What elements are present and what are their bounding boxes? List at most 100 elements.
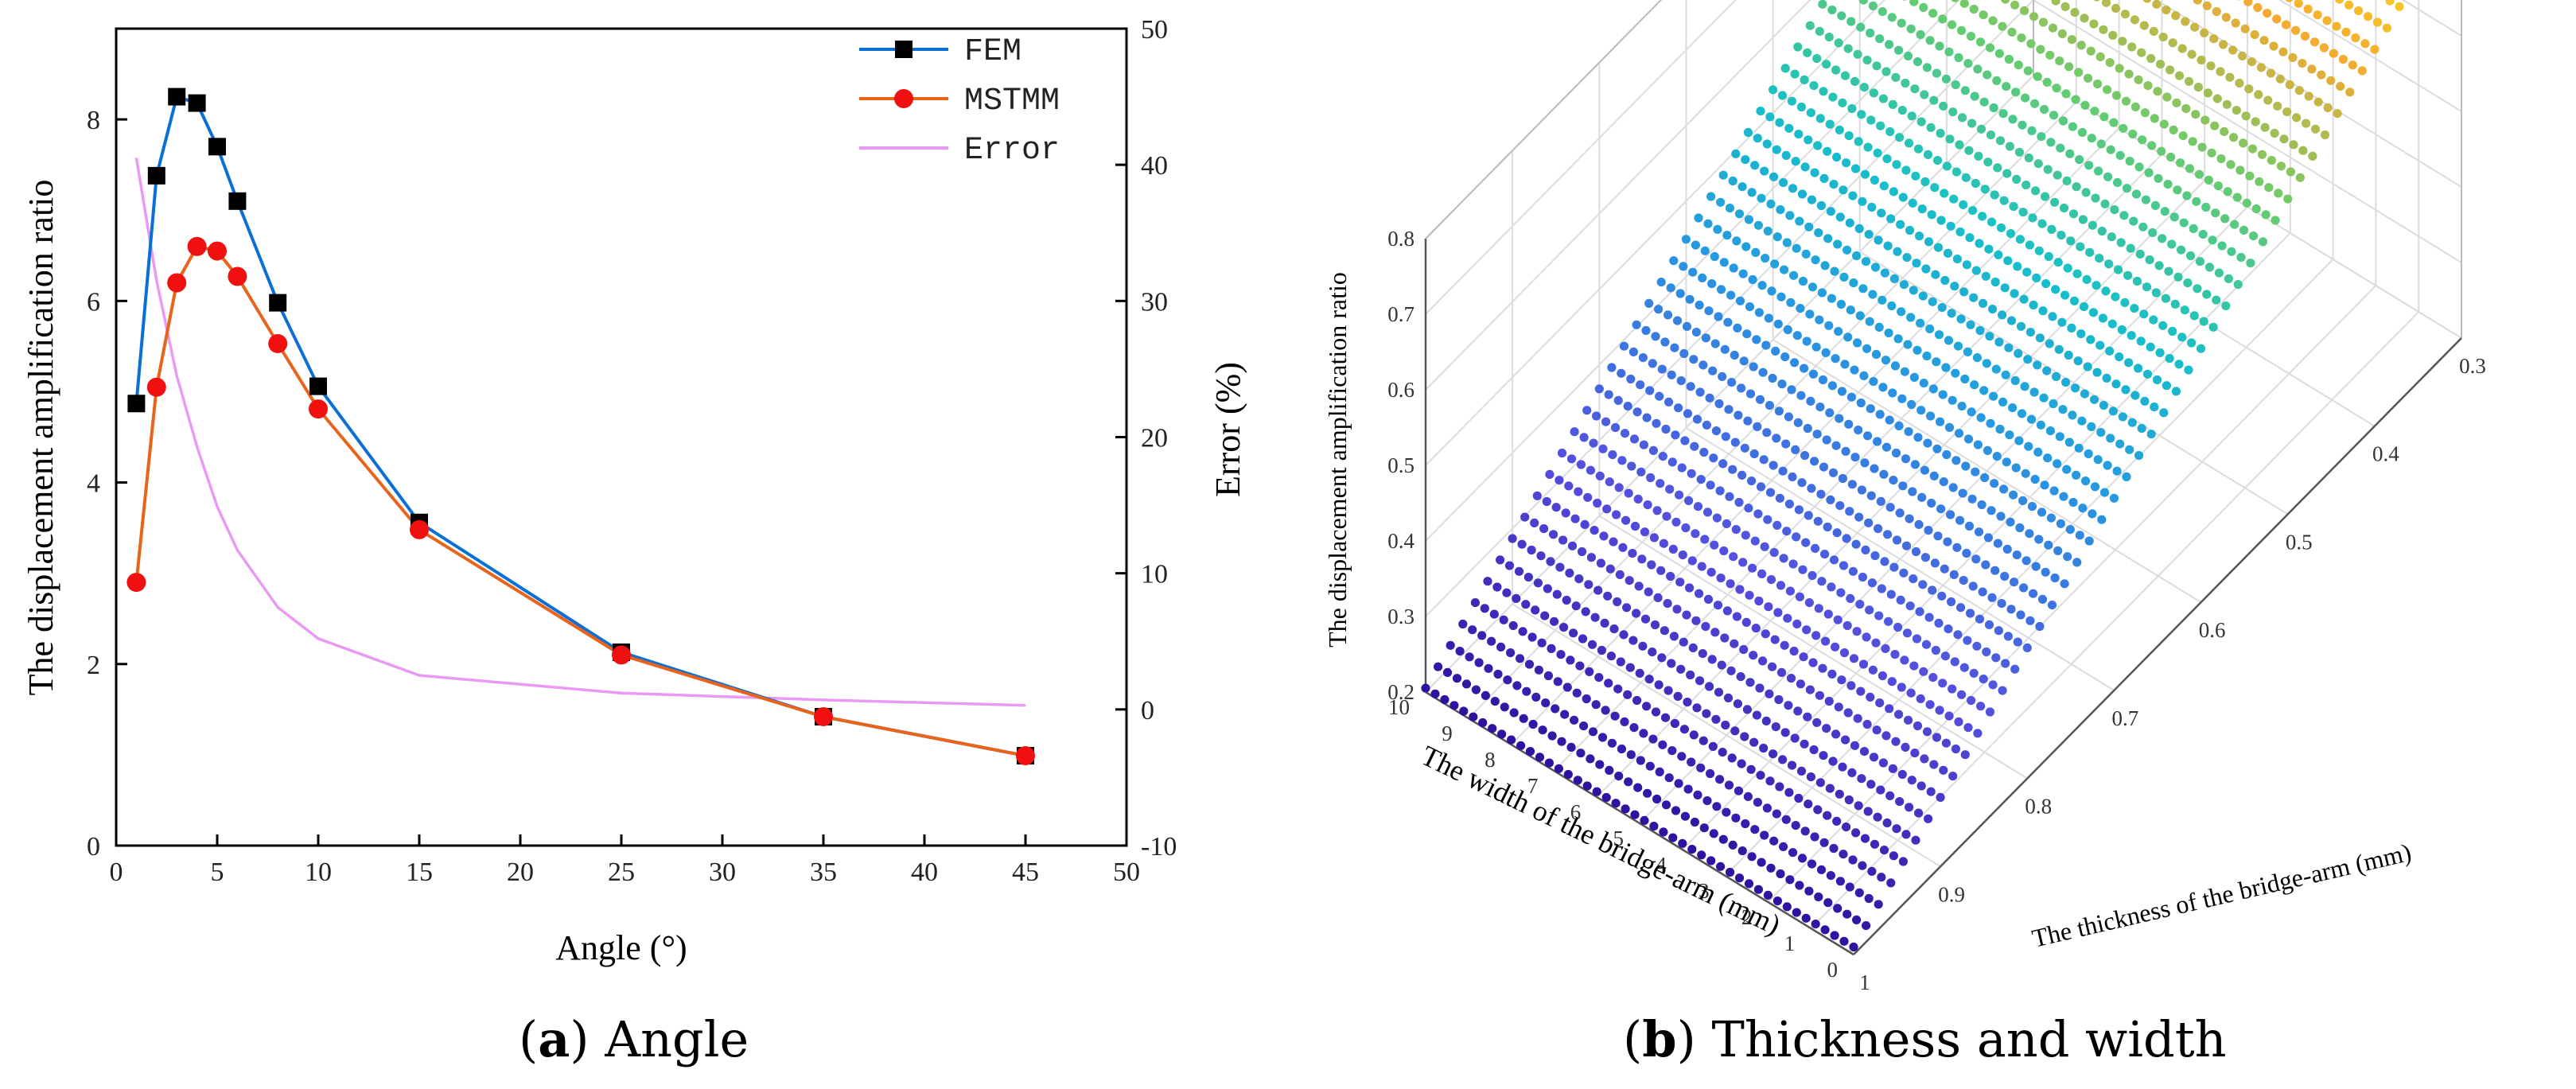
surface-point (1664, 773, 1674, 783)
surface-point (1823, 609, 1833, 619)
side-wall-grid-line (2278, 0, 2462, 112)
surface-point (1782, 902, 1792, 912)
surface-point (1562, 683, 1572, 692)
surface-point (1881, 442, 1892, 452)
surface-point (2060, 2, 2070, 12)
surface-point (2079, 301, 2089, 312)
surface-point (1820, 261, 1830, 270)
mstmm-point (126, 573, 146, 593)
surface-point (1986, 130, 1996, 140)
surface-point (2291, 25, 2301, 35)
surface-point (1716, 574, 1726, 583)
mstmm-point (208, 241, 227, 261)
surface-point (1853, 714, 1862, 723)
surface-point (1825, 119, 1835, 129)
surface-point (2032, 273, 2041, 282)
surface-point (1990, 566, 2000, 575)
surface-point (1562, 595, 1571, 605)
surface-point (2025, 328, 2035, 337)
surface-point (1904, 715, 1913, 725)
surface-point (1944, 47, 1954, 56)
surface-point (1859, 83, 1869, 92)
surface-point (1955, 515, 1965, 525)
surface-point (1919, 2, 1928, 13)
surface-point (1876, 121, 1885, 130)
surface-point (1817, 577, 1827, 586)
surface-point (2292, 113, 2302, 123)
surface-point (2245, 171, 2255, 181)
surface-point (2134, 162, 2144, 172)
surface-point (1853, 49, 1862, 59)
surface-point (2047, 224, 2057, 234)
surface-point (2174, 71, 2185, 80)
surface-point (1940, 651, 1950, 661)
surface-point (1951, 80, 1960, 90)
surface-point (1442, 667, 1453, 678)
surface-point (1747, 476, 1757, 486)
surface-point (1504, 561, 1515, 570)
mstmm-point (309, 399, 328, 419)
surface-point (1628, 636, 1638, 645)
surface-point (1828, 756, 1838, 766)
surface-point (2165, 65, 2175, 75)
surface-point (2247, 144, 2258, 154)
surface-point (1962, 260, 1971, 270)
surface-point (2357, 66, 2367, 76)
surface-point (2057, 231, 2066, 240)
surface-point (1776, 869, 1785, 879)
surface-point (1823, 146, 1832, 156)
surface-point (1782, 527, 1792, 536)
surface-point (1828, 92, 1838, 102)
surface-point (2023, 66, 2033, 76)
surface-point (2111, 379, 2121, 389)
surface-point (1684, 496, 1694, 506)
surface-point (1880, 268, 1889, 278)
surface-point (1885, 126, 1895, 137)
surface-point (1503, 675, 1512, 685)
surface-point (1818, 375, 1828, 385)
surface-point (2011, 463, 2021, 473)
surface-point (1897, 18, 1906, 28)
surface-point (2033, 72, 2042, 81)
surface-point (1592, 787, 1601, 796)
surface-point (1781, 439, 1791, 449)
surface-point (2095, 340, 2105, 350)
surface-point (1967, 695, 1976, 706)
surface-point (1881, 731, 1891, 741)
surface-point (1864, 893, 1874, 904)
surface-point (1669, 256, 1679, 266)
surface-point (1717, 285, 1726, 294)
surface-point (2010, 375, 2020, 386)
surface-point (1983, 158, 1993, 167)
surface-point (2146, 342, 2155, 352)
surface-point (1786, 298, 1796, 307)
surface-point (2046, 138, 2056, 147)
surface-point (1934, 330, 1944, 340)
surface-point (1727, 753, 1737, 763)
surface-point (2053, 459, 2062, 469)
surface-point (1654, 680, 1664, 690)
surface-point (1882, 818, 1892, 828)
surface-point (1616, 657, 1625, 667)
surface-point (2155, 348, 2165, 357)
surface-point (2335, 0, 2344, 4)
surface-point (2139, 309, 2149, 319)
surface-point (1780, 265, 1789, 274)
surface-point (1885, 503, 1895, 512)
surface-point (1764, 313, 1773, 323)
surface-point (1981, 271, 1990, 281)
x-tick-label: 15 (406, 858, 433, 887)
surface-point (1712, 513, 1722, 523)
surface-point (1919, 667, 1928, 676)
surface-point (1968, 206, 1978, 216)
surface-point (2051, 0, 2060, 6)
surface-point (2103, 85, 2112, 95)
surface-point (1583, 492, 1593, 502)
surface-point (1533, 578, 1543, 588)
surface-point (1790, 69, 1800, 79)
surface-point (1655, 767, 1664, 777)
surface-point (1706, 856, 1716, 865)
surface-point (1492, 582, 1502, 592)
surface-point (1811, 342, 1821, 352)
surface-point (1845, 882, 1854, 892)
